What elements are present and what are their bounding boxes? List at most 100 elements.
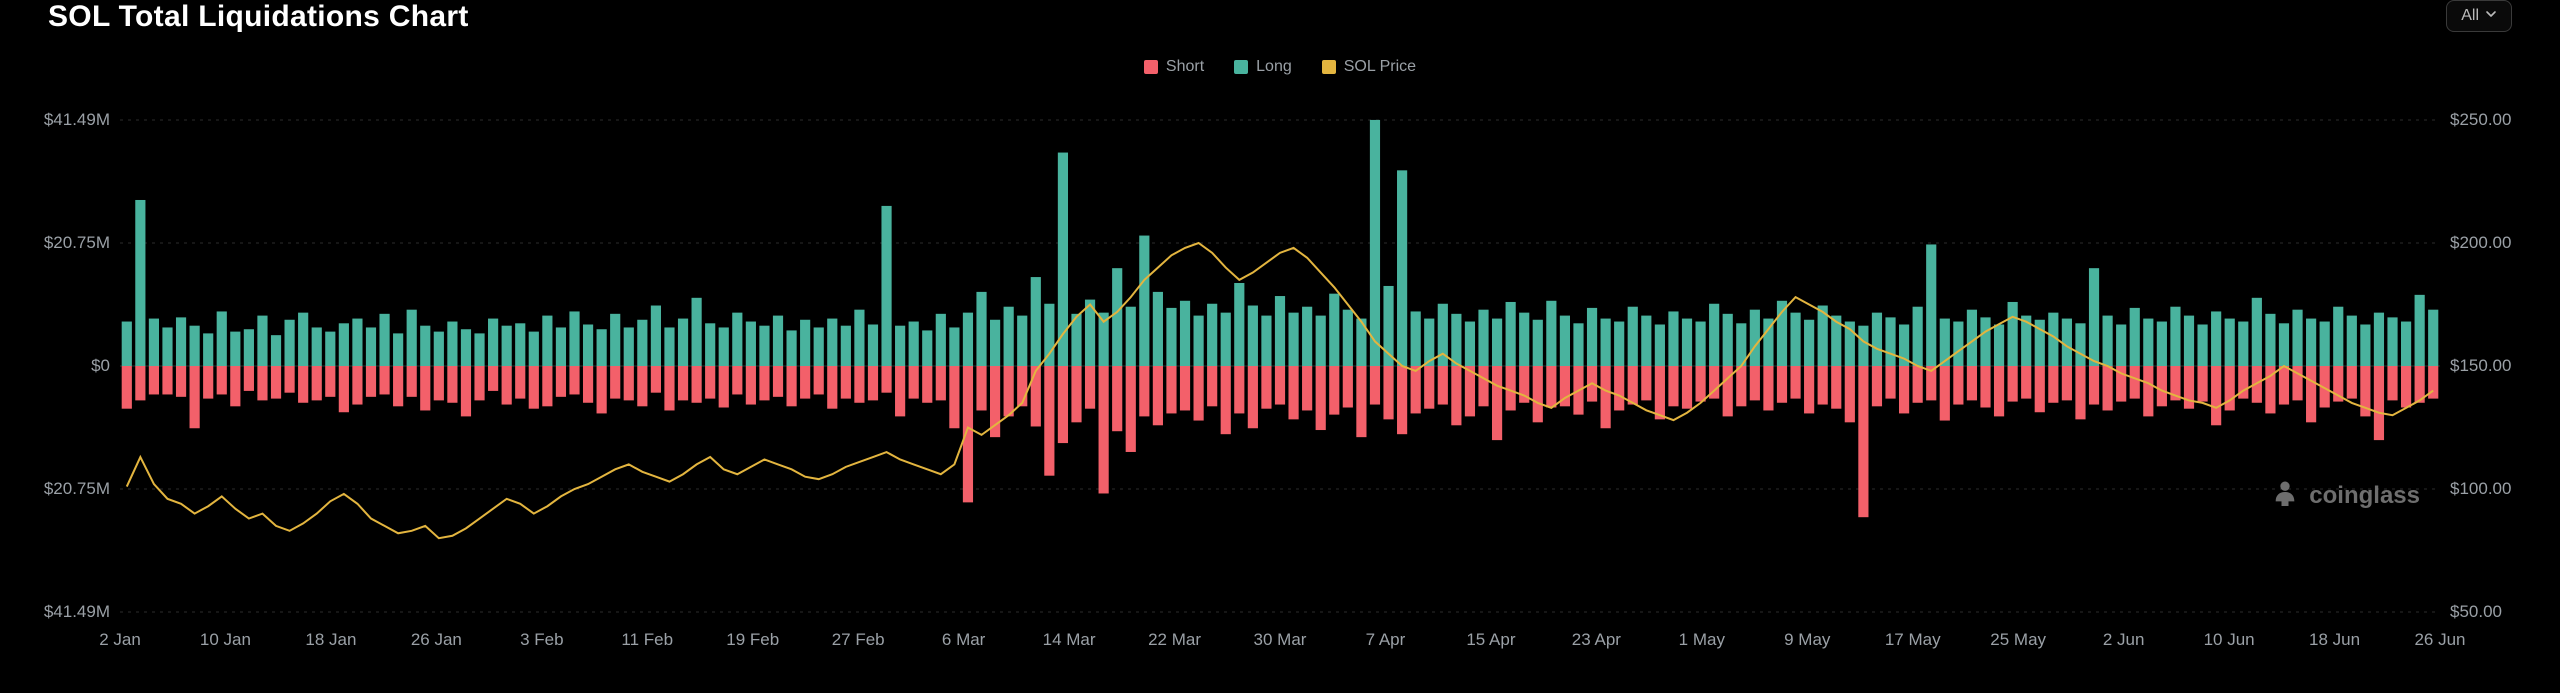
bar-long[interactable]	[1913, 307, 1923, 366]
bar-short[interactable]	[800, 366, 810, 399]
bar-short[interactable]	[1194, 366, 1204, 421]
bar-short[interactable]	[1913, 366, 1923, 403]
bar-long[interactable]	[244, 329, 254, 366]
bar-long[interactable]	[420, 326, 430, 366]
bar-long[interactable]	[746, 322, 756, 366]
bar-long[interactable]	[1885, 317, 1895, 366]
bar-long[interactable]	[2225, 319, 2235, 366]
bar-short[interactable]	[325, 366, 335, 397]
bar-long[interactable]	[1587, 308, 1597, 366]
bar-long[interactable]	[529, 332, 539, 366]
bar-long[interactable]	[352, 319, 362, 366]
bar-short[interactable]	[1492, 366, 1502, 440]
bar-short[interactable]	[949, 366, 959, 428]
bar-short[interactable]	[759, 366, 769, 400]
bar-short[interactable]	[244, 366, 254, 391]
bar-short[interactable]	[1248, 366, 1258, 428]
bar-short[interactable]	[1872, 366, 1882, 406]
bar-short[interactable]	[2401, 366, 2411, 408]
bar-short[interactable]	[162, 366, 172, 394]
bar-long[interactable]	[2075, 323, 2085, 366]
bar-long[interactable]	[1750, 310, 1760, 366]
bar-long[interactable]	[488, 319, 498, 366]
bar-long[interactable]	[1601, 319, 1611, 366]
bar-long[interactable]	[393, 333, 403, 366]
bar-short[interactable]	[1790, 366, 1800, 399]
bar-long[interactable]	[474, 333, 484, 366]
bar-short[interactable]	[664, 366, 674, 410]
bar-long[interactable]	[1288, 313, 1298, 366]
bar-long[interactable]	[1858, 326, 1868, 366]
bar-long[interactable]	[2103, 316, 2113, 366]
bar-long[interactable]	[963, 313, 973, 366]
bar-short[interactable]	[1546, 366, 1556, 408]
bar-short[interactable]	[814, 366, 824, 394]
bar-short[interactable]	[122, 366, 132, 409]
bar-long[interactable]	[1478, 310, 1488, 366]
bar-short[interactable]	[936, 366, 946, 400]
bar-long[interactable]	[257, 316, 267, 366]
bar-short[interactable]	[1506, 366, 1516, 410]
bar-short[interactable]	[339, 366, 349, 412]
bar-long[interactable]	[881, 206, 891, 366]
bar-long[interactable]	[1790, 313, 1800, 366]
bar-long[interactable]	[325, 332, 335, 366]
bar-long[interactable]	[1533, 320, 1543, 366]
bar-short[interactable]	[841, 366, 851, 399]
bar-long[interactable]	[1153, 292, 1163, 366]
bar-long[interactable]	[949, 327, 959, 366]
bar-short[interactable]	[1438, 366, 1448, 405]
bar-short[interactable]	[1275, 366, 1285, 405]
bar-long[interactable]	[1411, 311, 1421, 366]
bar-long[interactable]	[1207, 304, 1217, 366]
bar-short[interactable]	[217, 366, 227, 394]
bar-long[interactable]	[651, 306, 661, 366]
bar-short[interactable]	[692, 366, 702, 403]
bar-short[interactable]	[1980, 366, 1990, 408]
bar-short[interactable]	[1397, 366, 1407, 434]
bar-long[interactable]	[1397, 170, 1407, 366]
bar-long[interactable]	[1112, 268, 1122, 366]
bar-long[interactable]	[271, 335, 281, 366]
bar-short[interactable]	[1071, 366, 1081, 422]
bar-long[interactable]	[1709, 304, 1719, 366]
bar-short[interactable]	[488, 366, 498, 391]
bar-short[interactable]	[1655, 366, 1665, 419]
bar-long[interactable]	[2157, 322, 2167, 366]
bar-long[interactable]	[1926, 244, 1936, 366]
bar-long[interactable]	[2360, 324, 2370, 366]
bar-long[interactable]	[1166, 308, 1176, 366]
bar-long[interactable]	[447, 322, 457, 366]
bar-short[interactable]	[2387, 366, 2397, 400]
bar-short[interactable]	[2157, 366, 2167, 406]
bar-long[interactable]	[2347, 316, 2357, 366]
bar-short[interactable]	[705, 366, 715, 399]
bar-short[interactable]	[1004, 366, 1014, 416]
bar-short[interactable]	[651, 366, 661, 393]
bar-long[interactable]	[285, 320, 295, 366]
bar-long[interactable]	[841, 326, 851, 366]
bar-long[interactable]	[610, 314, 620, 366]
bar-long[interactable]	[1329, 294, 1339, 366]
bar-long[interactable]	[2130, 308, 2140, 366]
bar-long[interactable]	[2008, 302, 2018, 366]
bar-long[interactable]	[2292, 310, 2302, 366]
bar-long[interactable]	[2320, 322, 2330, 366]
bar-long[interactable]	[814, 327, 824, 366]
bar-short[interactable]	[2347, 366, 2357, 399]
bar-long[interactable]	[1221, 313, 1231, 366]
bar-long[interactable]	[339, 323, 349, 366]
bar-short[interactable]	[2374, 366, 2384, 440]
bar-long[interactable]	[719, 327, 729, 366]
bar-short[interactable]	[1139, 366, 1149, 416]
bar-short[interactable]	[2184, 366, 2194, 409]
bar-short[interactable]	[1356, 366, 1366, 437]
bar-short[interactable]	[257, 366, 267, 400]
bar-short[interactable]	[1668, 366, 1678, 406]
bar-long[interactable]	[2428, 310, 2438, 366]
bar-short[interactable]	[2008, 366, 2018, 402]
bar-short[interactable]	[732, 366, 742, 394]
bar-short[interactable]	[2062, 366, 2072, 400]
bar-long[interactable]	[1275, 296, 1285, 366]
bar-short[interactable]	[203, 366, 213, 399]
